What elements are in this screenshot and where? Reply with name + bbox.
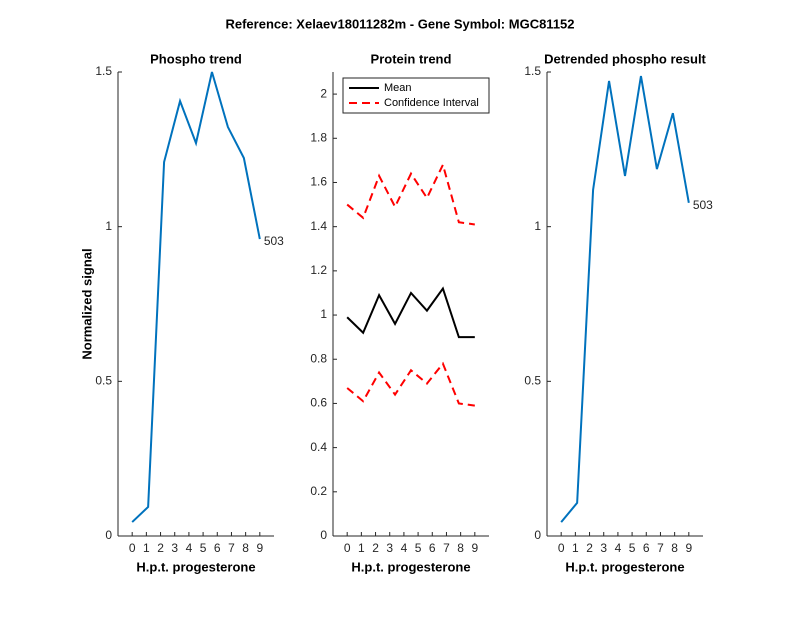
y-axis-label: Normalized signal — [79, 248, 94, 359]
x-tick-label: 1 — [358, 541, 365, 555]
x-tick-label: 3 — [386, 541, 393, 555]
x-tick-label: 2 — [372, 541, 379, 555]
x-tick-label: 1 — [143, 541, 150, 555]
legend-label: Confidence Interval — [384, 97, 479, 109]
legend-box — [342, 77, 490, 114]
x-tick-label: 5 — [415, 541, 422, 555]
y-tick-label: 1.8 — [310, 130, 327, 144]
y-tick-label: 0.2 — [310, 484, 327, 498]
annotation: 503 — [264, 234, 284, 248]
x-tick-label: 9 — [471, 541, 478, 555]
x-tick-label: 7 — [657, 541, 664, 555]
y-tick-label: 0 — [320, 528, 327, 542]
x-tick-label: 4 — [615, 541, 622, 555]
y-tick-label: 0 — [105, 528, 112, 542]
figure-title: Reference: Xelaev18011282m - Gene Symbol… — [225, 16, 574, 31]
x-tick-label: 0 — [129, 541, 136, 555]
data-line — [346, 361, 475, 407]
x-tick-label: 0 — [344, 541, 351, 555]
x-tick-label: 3 — [600, 541, 607, 555]
x-tick-label: 4 — [401, 541, 408, 555]
x-tick-label: 5 — [200, 541, 207, 555]
x-tick-label: 8 — [242, 541, 249, 555]
x-tick-label: 1 — [572, 541, 579, 555]
subplot-title: Detrended phospho result — [544, 51, 706, 66]
data-line — [560, 75, 690, 523]
y-tick-label: 0.5 — [95, 374, 112, 388]
x-axis-label: H.p.t. progesterone — [136, 559, 255, 574]
y-tick-label: 1.6 — [310, 175, 327, 189]
x-tick-label: 5 — [629, 541, 636, 555]
x-tick-label: 2 — [586, 541, 593, 555]
x-tick-label: 9 — [685, 541, 692, 555]
x-tick-label: 7 — [228, 541, 235, 555]
y-tick-label: 1.4 — [310, 219, 327, 233]
y-tick-label: 0.8 — [310, 351, 327, 365]
y-tick-label: 1 — [320, 307, 327, 321]
y-tick-label: 0.4 — [310, 440, 327, 454]
y-tick-label: 1.2 — [310, 263, 327, 277]
y-tick-label: 1.5 — [524, 64, 541, 78]
annotation: 503 — [693, 198, 713, 212]
subplot-title: Phospho trend — [150, 51, 242, 66]
y-tick-label: 1.5 — [95, 64, 112, 78]
x-tick-label: 4 — [186, 541, 193, 555]
x-tick-label: 0 — [558, 541, 565, 555]
y-tick-label: 2 — [320, 86, 327, 100]
x-tick-label: 6 — [643, 541, 650, 555]
data-line — [346, 161, 475, 226]
y-tick-label: 0.6 — [310, 396, 327, 410]
x-tick-label: 6 — [214, 541, 221, 555]
data-line — [346, 286, 475, 339]
y-tick-label: 0 — [534, 528, 541, 542]
x-tick-label: 3 — [171, 541, 178, 555]
x-tick-label: 6 — [429, 541, 436, 555]
y-tick-label: 1 — [105, 219, 112, 233]
subplot-title: Protein trend — [371, 51, 452, 66]
x-tick-label: 7 — [443, 541, 450, 555]
y-tick-label: 1 — [534, 219, 541, 233]
x-axis-label: H.p.t. progesterone — [351, 559, 470, 574]
x-tick-label: 8 — [671, 541, 678, 555]
legend-label: Mean — [384, 82, 412, 94]
x-tick-label: 2 — [157, 541, 164, 555]
x-axis-label: H.p.t. progesterone — [565, 559, 684, 574]
x-tick-label: 9 — [256, 541, 263, 555]
x-tick-label: 8 — [457, 541, 464, 555]
data-line — [131, 71, 261, 523]
y-tick-label: 0.5 — [524, 374, 541, 388]
